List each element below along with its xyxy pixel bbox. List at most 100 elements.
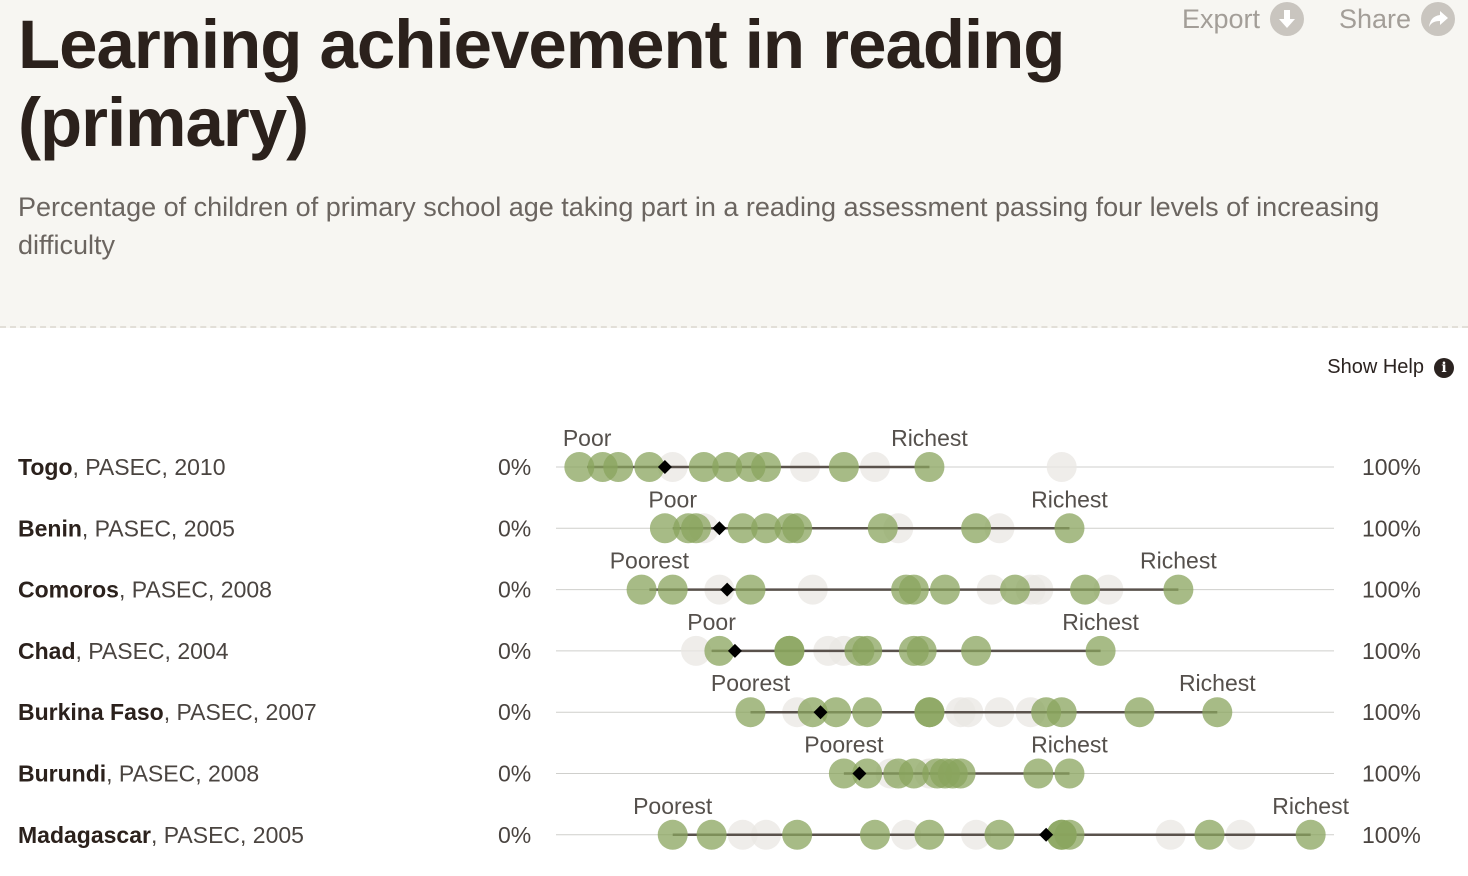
- data-point[interactable]: [1194, 819, 1225, 850]
- data-point[interactable]: [859, 819, 890, 850]
- data-point[interactable]: [828, 452, 859, 482]
- chart-row: Burkina Faso, PASEC, 2007 0% 100% Poorest Ri…: [18, 670, 1421, 728]
- axis-min-label: 0%: [498, 822, 531, 848]
- axis-min-label: 0%: [498, 577, 531, 603]
- row-label: Madagascar, PASEC, 2005: [18, 822, 304, 848]
- chart-row: Burundi, PASEC, 2008 0% 100% Poorest Richest: [18, 732, 1421, 789]
- axis-min-label: 0%: [498, 638, 531, 664]
- data-point[interactable]: [1054, 819, 1085, 850]
- data-point[interactable]: [782, 819, 813, 850]
- data-point[interactable]: [564, 452, 595, 482]
- data-point[interactable]: [735, 574, 766, 605]
- header: Learning achievement in reading (primary…: [0, 0, 1468, 328]
- chart-row: Comoros, PASEC, 2008 0% 100% Poorest Richest: [18, 548, 1421, 605]
- data-point[interactable]: [828, 758, 859, 789]
- share-button[interactable]: Share: [1339, 2, 1456, 36]
- chart-row: Togo, PASEC, 2010 0% 100% Poor Richest: [18, 425, 1421, 482]
- data-point[interactable]: [649, 513, 680, 544]
- data-point[interactable]: [1000, 574, 1031, 605]
- data-point[interactable]: [657, 574, 688, 605]
- data-point[interactable]: [1163, 574, 1194, 605]
- axis-max-label: 100%: [1362, 638, 1421, 664]
- survey-source: , PASEC, 2005: [82, 515, 235, 541]
- low-end-label: Poorest: [633, 793, 713, 819]
- average-marker: [657, 460, 672, 474]
- data-point[interactable]: [1202, 697, 1233, 728]
- data-point[interactable]: [688, 452, 719, 482]
- high-end-label: Richest: [1272, 793, 1349, 819]
- data-point[interactable]: [930, 574, 960, 605]
- low-end-label: Poorest: [804, 732, 884, 758]
- high-end-label: Richest: [1031, 486, 1108, 512]
- export-button[interactable]: Export: [1182, 2, 1305, 36]
- data-point[interactable]: [696, 819, 727, 850]
- data-point[interactable]: [704, 635, 735, 666]
- data-point[interactable]: [774, 635, 805, 666]
- row-label: Burkina Faso, PASEC, 2007: [18, 699, 317, 725]
- data-point[interactable]: [634, 452, 665, 482]
- survey-source: , PASEC, 2005: [151, 822, 304, 848]
- data-point[interactable]: [626, 574, 657, 605]
- show-help-button[interactable]: Show Help i: [1327, 356, 1454, 379]
- data-point[interactable]: [1295, 819, 1326, 850]
- data-point[interactable]: [852, 697, 883, 728]
- high-end-label: Richest: [1062, 609, 1139, 635]
- survey-source: , PASEC, 2007: [164, 699, 317, 725]
- low-end-label: Poorest: [711, 670, 791, 696]
- axis-max-label: 100%: [1362, 454, 1421, 480]
- axis-max-label: 100%: [1362, 761, 1421, 787]
- average-marker: [1039, 827, 1054, 842]
- data-point[interactable]: [681, 513, 712, 544]
- high-end-label: Richest: [891, 425, 968, 451]
- data-point[interactable]: [751, 513, 782, 544]
- data-point[interactable]: [603, 452, 634, 482]
- data-point[interactable]: [867, 513, 898, 544]
- row-label: Togo, PASEC, 2010: [18, 454, 226, 480]
- data-point[interactable]: [852, 635, 883, 666]
- data-point[interactable]: [782, 513, 813, 544]
- data-point[interactable]: [898, 758, 929, 789]
- high-end-label: Richest: [1140, 548, 1217, 574]
- data-point[interactable]: [1085, 635, 1116, 666]
- data-point[interactable]: [712, 452, 743, 482]
- data-point[interactable]: [821, 697, 852, 728]
- average-marker: [727, 643, 742, 658]
- data-point[interactable]: [657, 819, 688, 850]
- data-point[interactable]: [914, 697, 945, 728]
- axis-max-label: 100%: [1362, 699, 1421, 725]
- data-point[interactable]: [906, 635, 937, 666]
- data-point[interactable]: [961, 635, 992, 666]
- axis-max-label: 100%: [1362, 515, 1421, 541]
- data-point[interactable]: [945, 758, 976, 789]
- average-marker: [813, 705, 828, 720]
- data-point[interactable]: [1054, 513, 1085, 544]
- data-point[interactable]: [1054, 758, 1085, 789]
- data-point[interactable]: [727, 513, 758, 544]
- page-subtitle: Percentage of children of primary school…: [18, 192, 1380, 260]
- chart: Togo, PASEC, 2010 0% 100%Poor RichestBenin,…: [18, 425, 1421, 850]
- data-point[interactable]: [984, 819, 1015, 850]
- data-point[interactable]: [961, 513, 992, 544]
- data-point[interactable]: [1046, 697, 1077, 728]
- row-label: Benin, PASEC, 2005: [18, 515, 235, 541]
- country-name: Burundi: [18, 761, 106, 787]
- data-point[interactable]: [1070, 574, 1101, 605]
- low-end-label: Poor: [687, 609, 736, 635]
- data-point[interactable]: [751, 452, 782, 482]
- share-arrow-icon: [1421, 2, 1456, 36]
- country-name: Comoros: [18, 577, 119, 603]
- data-point[interactable]: [898, 574, 929, 605]
- data-point[interactable]: [797, 697, 828, 728]
- average-marker: [720, 582, 735, 597]
- country-name: Benin: [18, 515, 82, 541]
- chart-row: Madagascar, PASEC, 2005 0% 100% Poorest Rich…: [18, 793, 1421, 850]
- faded-point: [1046, 452, 1077, 482]
- data-point[interactable]: [914, 452, 945, 482]
- data-point[interactable]: [1023, 758, 1054, 789]
- data-point[interactable]: [1124, 697, 1155, 728]
- data-point[interactable]: [735, 697, 766, 728]
- axis-max-label: 100%: [1362, 577, 1421, 603]
- data-point[interactable]: [914, 819, 945, 850]
- data-point[interactable]: [852, 758, 883, 789]
- row-label: Comoros, PASEC, 2008: [18, 577, 272, 603]
